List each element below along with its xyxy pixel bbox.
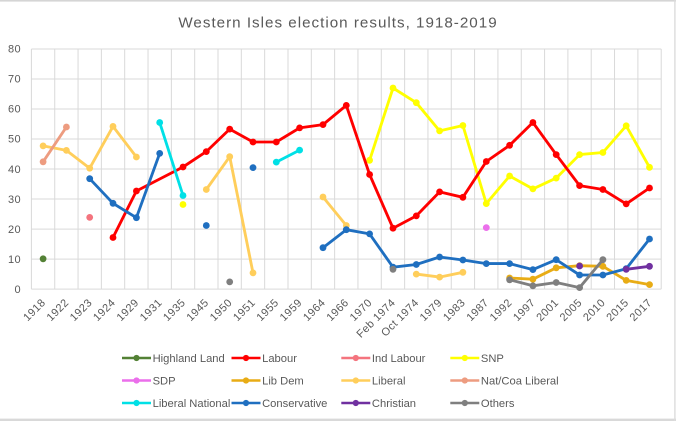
svg-text:Ind Labour: Ind Labour	[372, 353, 426, 365]
svg-text:0: 0	[14, 284, 21, 296]
svg-text:Lib Dem: Lib Dem	[262, 376, 304, 388]
svg-text:Highland Land: Highland Land	[153, 353, 225, 365]
svg-text:70: 70	[8, 74, 21, 86]
svg-text:50: 50	[8, 134, 21, 146]
svg-text:Western Isles election results: Western Isles election results, 1918-201…	[178, 15, 497, 32]
svg-text:Labour: Labour	[262, 353, 297, 365]
svg-text:60: 60	[8, 104, 21, 116]
svg-text:Others: Others	[481, 398, 515, 410]
svg-text:SDP: SDP	[153, 376, 176, 388]
svg-text:Liberal National: Liberal National	[153, 398, 231, 410]
svg-text:10: 10	[8, 254, 21, 266]
svg-text:Liberal: Liberal	[372, 376, 406, 388]
svg-text:20: 20	[8, 224, 21, 236]
svg-text:Conservative: Conservative	[262, 398, 327, 410]
svg-text:SNP: SNP	[481, 353, 504, 365]
svg-text:80: 80	[8, 44, 21, 56]
svg-text:Christian: Christian	[372, 398, 416, 410]
svg-text:40: 40	[8, 164, 21, 176]
svg-text:30: 30	[8, 194, 21, 206]
svg-text:Nat/Coa Liberal: Nat/Coa Liberal	[481, 376, 559, 388]
